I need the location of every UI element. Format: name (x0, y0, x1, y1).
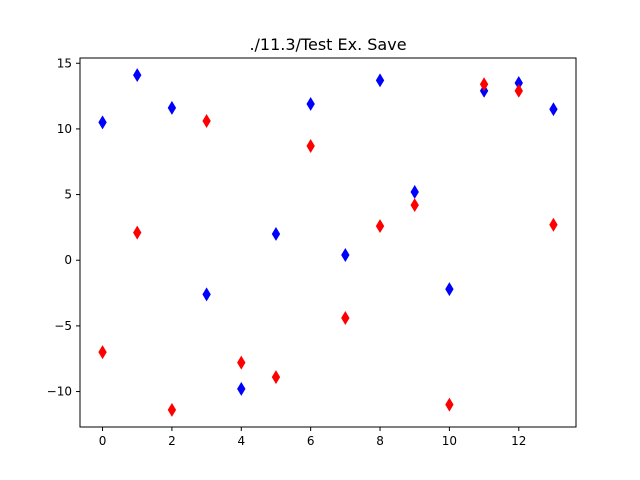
x-tick-label-0: 0 (99, 434, 107, 448)
series-1-point-1 (133, 68, 142, 83)
chart-title: ./11.3/Test Ex. Save (249, 35, 406, 54)
series-1-point-5 (271, 226, 281, 241)
axes: 0 2 4 6 8 10 12 −10 −5 0 5 10 15 (47, 56, 527, 448)
y-tick-label-10: 10 (57, 122, 72, 136)
series-2-point-10 (445, 397, 454, 412)
series-2-point-13 (549, 217, 558, 232)
series-1-point-0 (98, 115, 107, 130)
y-tick-label--10: −10 (47, 385, 72, 399)
series-2-point-7 (341, 311, 350, 325)
series-2-point-6 (306, 139, 315, 153)
data-points (98, 68, 558, 417)
y-tick-label-15: 15 (57, 56, 72, 70)
plot-frame (79, 57, 577, 428)
y-tick-label--5: −5 (54, 319, 72, 333)
series-1-point-10 (445, 282, 454, 297)
series-2-point-0 (98, 345, 107, 360)
series-1-point-13 (549, 102, 558, 117)
series-1-point-9 (410, 184, 419, 199)
series-2-point-12 (514, 83, 523, 98)
series-2-point-9 (410, 198, 419, 213)
series-1-point-8 (375, 73, 385, 88)
series-1-point-3 (202, 287, 211, 302)
x-tick-label-4: 4 (237, 434, 245, 448)
series-2-point-5 (271, 370, 281, 385)
series-2-point-3 (202, 114, 211, 129)
series-2-point-2 (167, 402, 177, 417)
x-tick-label-10: 10 (442, 434, 457, 448)
series-2-point-11 (479, 77, 489, 92)
x-tick-label-2: 2 (168, 434, 176, 448)
x-tick-label-6: 6 (307, 434, 315, 448)
series-2-point-1 (133, 225, 142, 240)
series-1-point-2 (167, 100, 177, 115)
x-tick-label-8: 8 (376, 434, 384, 448)
series-1-point-6 (306, 96, 315, 111)
series-1-point-7 (341, 248, 350, 262)
x-tick-label-12: 12 (511, 434, 526, 448)
y-tick-label-0: 0 (64, 253, 72, 267)
series-2-point-8 (375, 219, 385, 234)
series-2-point-4 (237, 355, 246, 370)
series-1-point-4 (237, 381, 246, 396)
y-tick-label-5: 5 (64, 188, 72, 202)
